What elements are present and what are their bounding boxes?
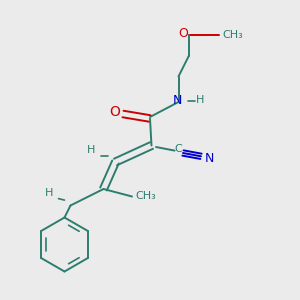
Text: O: O <box>109 106 120 119</box>
Text: CH₃: CH₃ <box>136 190 157 201</box>
Text: H: H <box>196 94 205 105</box>
Text: CH₃: CH₃ <box>222 29 243 40</box>
Text: C: C <box>175 143 182 154</box>
Text: N: N <box>172 94 182 107</box>
Text: H: H <box>87 145 96 155</box>
Text: N: N <box>204 152 214 165</box>
Text: H: H <box>45 188 54 199</box>
Text: O: O <box>179 27 188 40</box>
